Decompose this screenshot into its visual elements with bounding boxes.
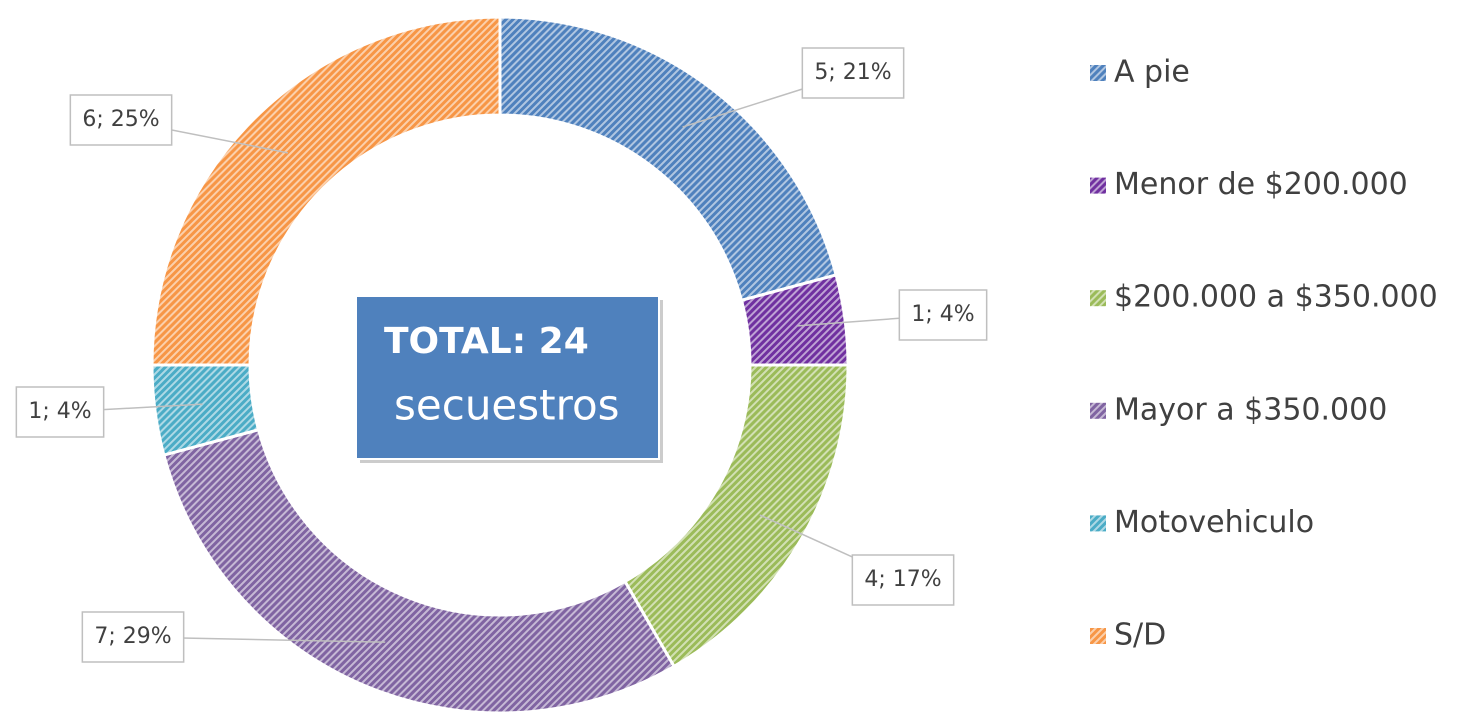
data-label: 1; 4% <box>898 289 988 341</box>
data-label: 7; 29% <box>81 611 185 663</box>
legend-label: A pie <box>1114 55 1190 90</box>
legend-label: Motovehiculo <box>1114 505 1314 540</box>
data-label-text: 7; 29% <box>94 624 171 649</box>
data-label-box <box>898 289 988 341</box>
legend-marker <box>1090 515 1106 532</box>
data-label-box <box>801 47 905 99</box>
legend-marker <box>1090 628 1106 644</box>
data-label-text: 5; 21% <box>814 60 891 85</box>
annotation-box <box>355 295 660 460</box>
annotation-subtitle: secuestros <box>394 381 620 430</box>
donut-segment <box>498 15 838 303</box>
legend-label: S/D <box>1114 618 1166 653</box>
data-label: 5; 21% <box>801 47 905 99</box>
legend-marker <box>1090 290 1106 307</box>
data-label: 1; 4% <box>15 386 105 438</box>
data-label-text: 6; 25% <box>82 107 159 132</box>
legend-label: Menor de $200.000 <box>1114 167 1408 202</box>
data-label-box <box>15 386 105 438</box>
donut-segment <box>162 427 677 715</box>
legend-label: $200.000 a $350.000 <box>1114 280 1438 315</box>
center-annotation: TOTAL: 24 secuestros <box>355 295 663 463</box>
data-label-text: 1; 4% <box>911 302 974 327</box>
data-label-box <box>69 94 173 146</box>
annotation-title: TOTAL: 24 <box>384 321 589 362</box>
data-label-box <box>81 611 185 663</box>
data-label-text: 4; 17% <box>864 567 941 592</box>
legend-marker <box>1090 402 1106 419</box>
data-label: 4; 17% <box>851 554 955 606</box>
legend-marker <box>1090 65 1106 81</box>
legend-marker <box>1090 177 1106 194</box>
data-label-box <box>851 554 955 606</box>
donut-segment <box>150 15 502 367</box>
data-label-text: 1; 4% <box>28 399 91 424</box>
legend-label: Mayor a $350.000 <box>1114 392 1387 427</box>
data-label: 6; 25% <box>69 94 173 146</box>
